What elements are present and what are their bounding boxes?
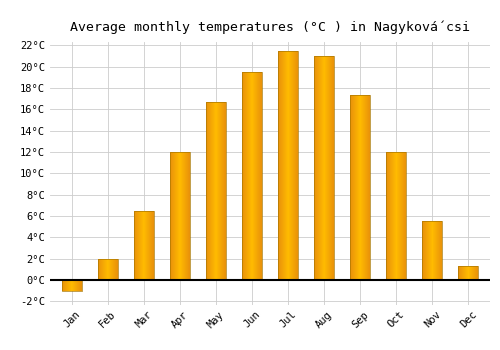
Bar [134,211,154,280]
Bar [206,102,226,280]
Bar [278,50,298,280]
Bar [458,266,478,280]
Bar [62,280,82,290]
Bar [350,95,370,280]
Bar [170,152,190,280]
Bar [98,259,117,280]
Title: Average monthly temperatures (°C ) in Nagyková́csi: Average monthly temperatures (°C ) in Na… [70,20,470,34]
Bar [314,56,334,280]
Bar [386,152,406,280]
Bar [422,221,442,280]
Bar [242,72,262,280]
